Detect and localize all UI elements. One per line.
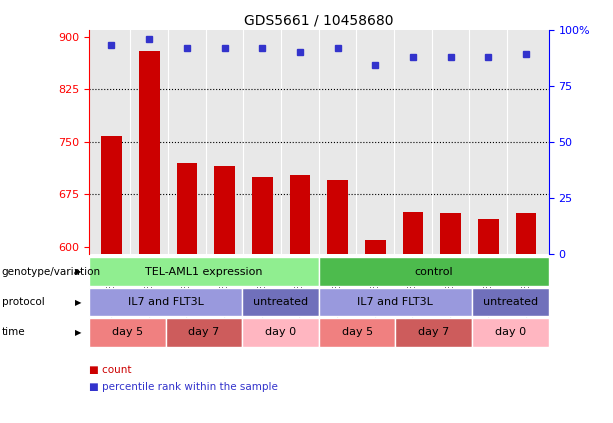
- Text: IL7 and FLT3L: IL7 and FLT3L: [357, 297, 433, 307]
- Bar: [365, 240, 386, 254]
- Text: day 0: day 0: [265, 327, 296, 338]
- Text: day 7: day 7: [188, 327, 219, 338]
- Text: ■ percentile rank within the sample: ■ percentile rank within the sample: [89, 382, 278, 392]
- Title: GDS5661 / 10458680: GDS5661 / 10458680: [244, 13, 394, 27]
- Text: day 5: day 5: [112, 327, 143, 338]
- Text: ▶: ▶: [75, 267, 82, 276]
- Bar: [516, 213, 536, 254]
- Text: ■ count: ■ count: [89, 365, 131, 375]
- Bar: [177, 163, 197, 254]
- Text: day 7: day 7: [418, 327, 449, 338]
- Bar: [478, 219, 499, 254]
- Bar: [214, 166, 235, 254]
- Text: IL7 and FLT3L: IL7 and FLT3L: [128, 297, 204, 307]
- Text: genotype/variation: genotype/variation: [2, 266, 101, 277]
- Bar: [440, 213, 461, 254]
- Text: untreated: untreated: [253, 297, 308, 307]
- Bar: [289, 175, 310, 254]
- Bar: [101, 136, 122, 254]
- Text: time: time: [2, 327, 26, 338]
- Text: ▶: ▶: [75, 297, 82, 307]
- Text: ▶: ▶: [75, 328, 82, 337]
- Bar: [139, 51, 159, 254]
- Text: untreated: untreated: [483, 297, 538, 307]
- Bar: [327, 180, 348, 254]
- Text: TEL-AML1 expression: TEL-AML1 expression: [145, 266, 262, 277]
- Text: protocol: protocol: [2, 297, 45, 307]
- Text: day 5: day 5: [341, 327, 373, 338]
- Bar: [252, 177, 273, 254]
- Text: day 0: day 0: [495, 327, 526, 338]
- Text: control: control: [414, 266, 453, 277]
- Bar: [403, 212, 424, 254]
